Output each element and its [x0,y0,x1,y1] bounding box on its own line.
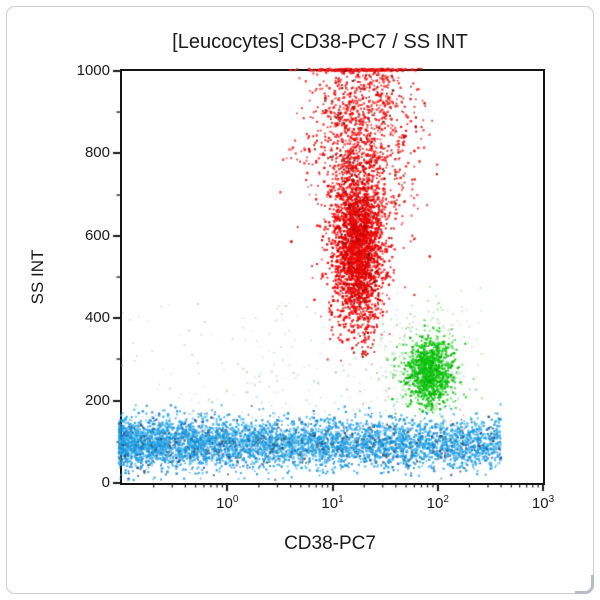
x-tick-label: 103 [531,494,555,512]
y-tick-label: 0 [101,474,110,491]
y-tick-label: 800 [84,144,110,162]
x-tick-label: 100 [216,494,239,512]
y-tick-label: 1000 [76,62,110,79]
x-tick-label: 102 [426,494,449,512]
y-tick-label: 200 [84,391,110,409]
y-tick-label: 600 [84,226,110,244]
x-axis-label: CD38-PC7 [284,533,376,554]
y-tick-label: 400 [84,309,110,327]
x-tick-label: 101 [321,494,344,512]
